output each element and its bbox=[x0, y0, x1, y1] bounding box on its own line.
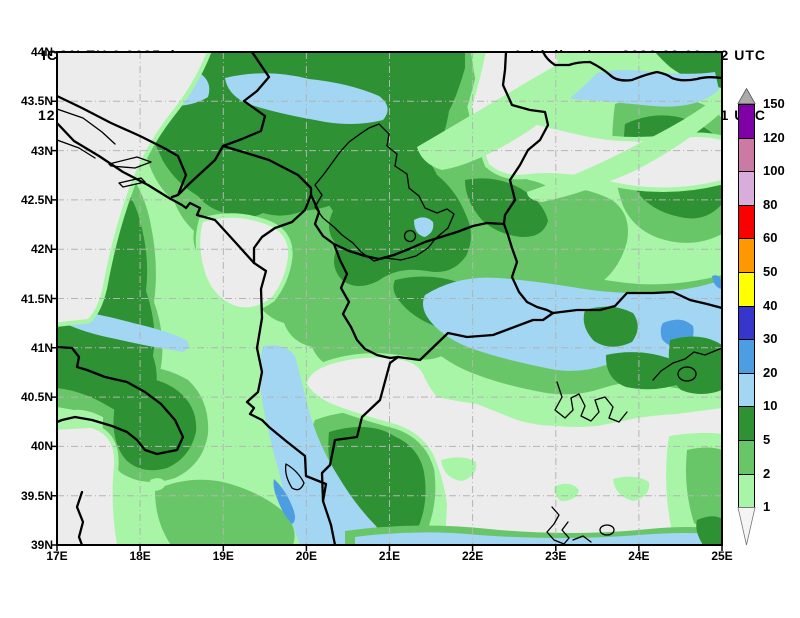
skopelos-island bbox=[599, 524, 615, 536]
lon-label: 21E bbox=[378, 549, 401, 563]
colorbar-label: 60 bbox=[763, 230, 778, 246]
croatia-bosnia-border bbox=[57, 94, 188, 199]
lon-label: 20E bbox=[295, 549, 318, 563]
map-frame bbox=[51, 51, 723, 551]
lat-label: 42.5N bbox=[20, 192, 53, 207]
colorbar-over-arrow bbox=[737, 87, 756, 104]
colorbar-segment-5-10 bbox=[738, 406, 755, 441]
lon-label: 19E bbox=[212, 549, 234, 563]
colorbar-segment-80-100 bbox=[738, 171, 755, 206]
colorbar-label: 10 bbox=[763, 398, 778, 414]
gridlines bbox=[57, 52, 722, 545]
serbia-bulgaria-border bbox=[501, 52, 555, 315]
colorbar: 150 120 100 80 60 50 40 30 20 10 5 2 1 bbox=[736, 87, 800, 568]
colorbar-label: 50 bbox=[763, 264, 778, 279]
lat-label: 41N bbox=[30, 340, 53, 355]
colorbar-segment-30-40 bbox=[738, 305, 755, 341]
macedonia-serbia-border bbox=[332, 221, 506, 261]
colorbar-label: 100 bbox=[763, 163, 785, 179]
montenegro-serbia-border bbox=[221, 144, 313, 197]
albania-greece-border bbox=[320, 355, 400, 503]
lon-label: 22E bbox=[461, 549, 484, 563]
colorbar-label: 1 bbox=[763, 499, 771, 515]
border-lake bbox=[403, 229, 417, 243]
colorbar-label: 20 bbox=[763, 364, 778, 380]
lat-label: 39N bbox=[30, 538, 53, 552]
country-borders bbox=[57, 52, 722, 545]
lon-label: 25E bbox=[711, 549, 733, 563]
lat-label: 40N bbox=[30, 439, 53, 454]
precip-field bbox=[57, 52, 722, 545]
macedonia-greece-border bbox=[396, 311, 555, 362]
colorbar-label: 40 bbox=[763, 297, 778, 313]
colorbar-label: 5 bbox=[763, 432, 771, 447]
thrace-coast bbox=[652, 347, 722, 381]
colorbar-segment-50-60 bbox=[738, 238, 755, 273]
kosovo-border bbox=[314, 123, 455, 262]
lat-label: 44N bbox=[30, 45, 53, 59]
colorbar-label: 150 bbox=[763, 96, 785, 111]
lon-label: 18E bbox=[129, 549, 151, 563]
colorbar-segment-1-2 bbox=[738, 473, 755, 509]
thasos-island bbox=[677, 366, 697, 382]
south-strip bbox=[345, 447, 722, 545]
lat-label: 43N bbox=[30, 143, 53, 158]
lat-label: 43.5N bbox=[20, 94, 53, 109]
adriatic-coastline bbox=[57, 121, 337, 545]
lat-label: 42N bbox=[30, 242, 53, 257]
bulgaria-greece-border bbox=[551, 290, 722, 315]
colorbar-label: 2 bbox=[763, 465, 771, 481]
axis-ticks bbox=[51, 51, 723, 551]
colorbar-segment-40-50 bbox=[738, 272, 755, 307]
albania-macedonia-border bbox=[309, 193, 400, 360]
precipitation-map bbox=[51, 51, 723, 551]
drina-border bbox=[176, 52, 271, 197]
italy-calabria-coast bbox=[75, 490, 85, 545]
pelion-evia-coast bbox=[546, 506, 592, 545]
colorbar-segment-60-80 bbox=[738, 204, 755, 240]
italy-puglia-coast bbox=[57, 345, 185, 456]
colorbar-label: 30 bbox=[763, 331, 778, 347]
lon-label: 23E bbox=[545, 549, 567, 563]
colorbar-under-arrow bbox=[737, 507, 756, 546]
lon-label: 17E bbox=[46, 549, 68, 563]
danube-river-border bbox=[541, 52, 722, 82]
colorbar-segment-120-150 bbox=[738, 104, 755, 139]
colorbar-segment-10-20 bbox=[738, 372, 755, 408]
lat-label: 40.5N bbox=[20, 390, 53, 405]
colorbar-label: 120 bbox=[763, 129, 785, 145]
lon-label: 24E bbox=[628, 549, 650, 563]
colorbar-segment-100-120 bbox=[738, 137, 755, 173]
lat-label: 39.5N bbox=[20, 488, 53, 503]
colorbar-segment-2-5 bbox=[738, 440, 755, 475]
corfu-island bbox=[284, 463, 305, 491]
chalkidiki-coast bbox=[554, 381, 628, 423]
colorbar-label: 80 bbox=[763, 196, 778, 212]
dalmatian-islands bbox=[57, 108, 152, 188]
montenegro-albania-border bbox=[252, 193, 313, 265]
colorbar-segment-20-30 bbox=[738, 339, 755, 374]
lat-label: 41.5N bbox=[20, 291, 53, 306]
